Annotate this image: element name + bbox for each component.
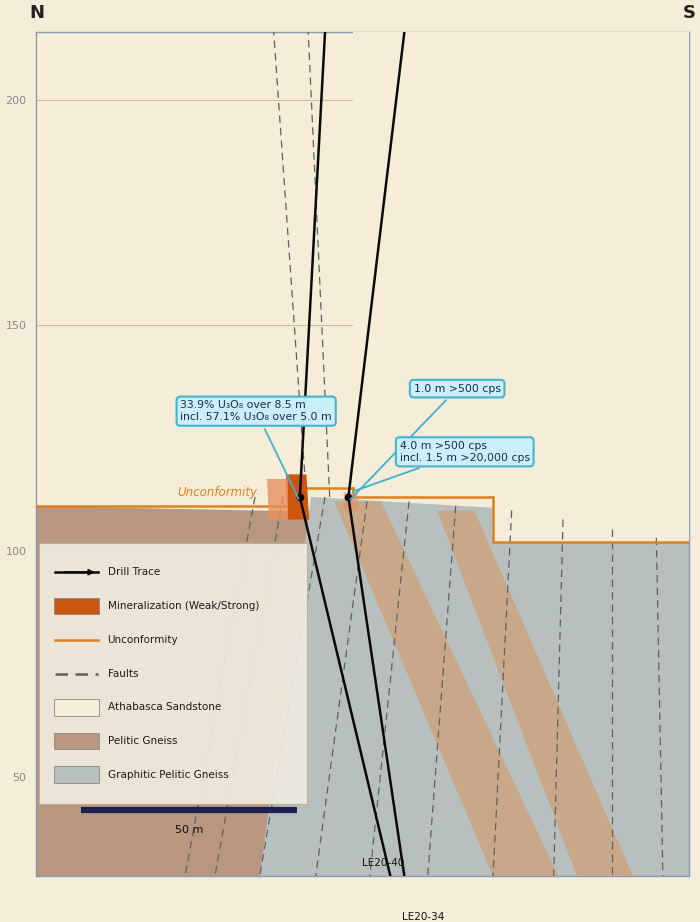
Text: Drill Trace: Drill Trace (108, 567, 160, 577)
Text: Mineralization (Weak/Strong): Mineralization (Weak/Strong) (108, 601, 259, 611)
Text: 33.9% U₃O₈ over 8.5 m
incl. 57.1% U₃O₈ over 5.0 m: 33.9% U₃O₈ over 8.5 m incl. 57.1% U₃O₈ o… (181, 400, 332, 499)
Polygon shape (437, 511, 633, 876)
Text: 1.0 m >500 cps: 1.0 m >500 cps (350, 384, 500, 500)
FancyBboxPatch shape (54, 733, 99, 750)
Polygon shape (335, 502, 559, 876)
Polygon shape (344, 492, 358, 511)
FancyBboxPatch shape (54, 766, 99, 783)
Text: Unconformity: Unconformity (108, 634, 178, 644)
Text: N: N (29, 4, 44, 22)
Text: Unconformity: Unconformity (178, 486, 258, 499)
FancyBboxPatch shape (39, 543, 307, 804)
Polygon shape (353, 32, 689, 542)
Text: 50 m: 50 m (175, 825, 204, 835)
Text: Pelitic Gneiss: Pelitic Gneiss (108, 736, 177, 746)
Text: Graphitic Pelitic Gneiss: Graphitic Pelitic Gneiss (108, 770, 228, 780)
Text: Athabasca Sandstone: Athabasca Sandstone (108, 703, 220, 713)
Polygon shape (260, 497, 689, 876)
Text: 4.0 m >500 cps
incl. 1.5 m >20,000 cps: 4.0 m >500 cps incl. 1.5 m >20,000 cps (353, 441, 530, 491)
Text: LE20-40: LE20-40 (363, 858, 405, 868)
FancyBboxPatch shape (54, 597, 99, 614)
Text: S: S (682, 4, 696, 22)
Text: Faults: Faults (108, 668, 138, 679)
Text: LE20-34: LE20-34 (402, 912, 445, 922)
Polygon shape (286, 475, 309, 519)
Polygon shape (36, 506, 689, 876)
Polygon shape (267, 479, 288, 519)
FancyBboxPatch shape (54, 699, 99, 715)
